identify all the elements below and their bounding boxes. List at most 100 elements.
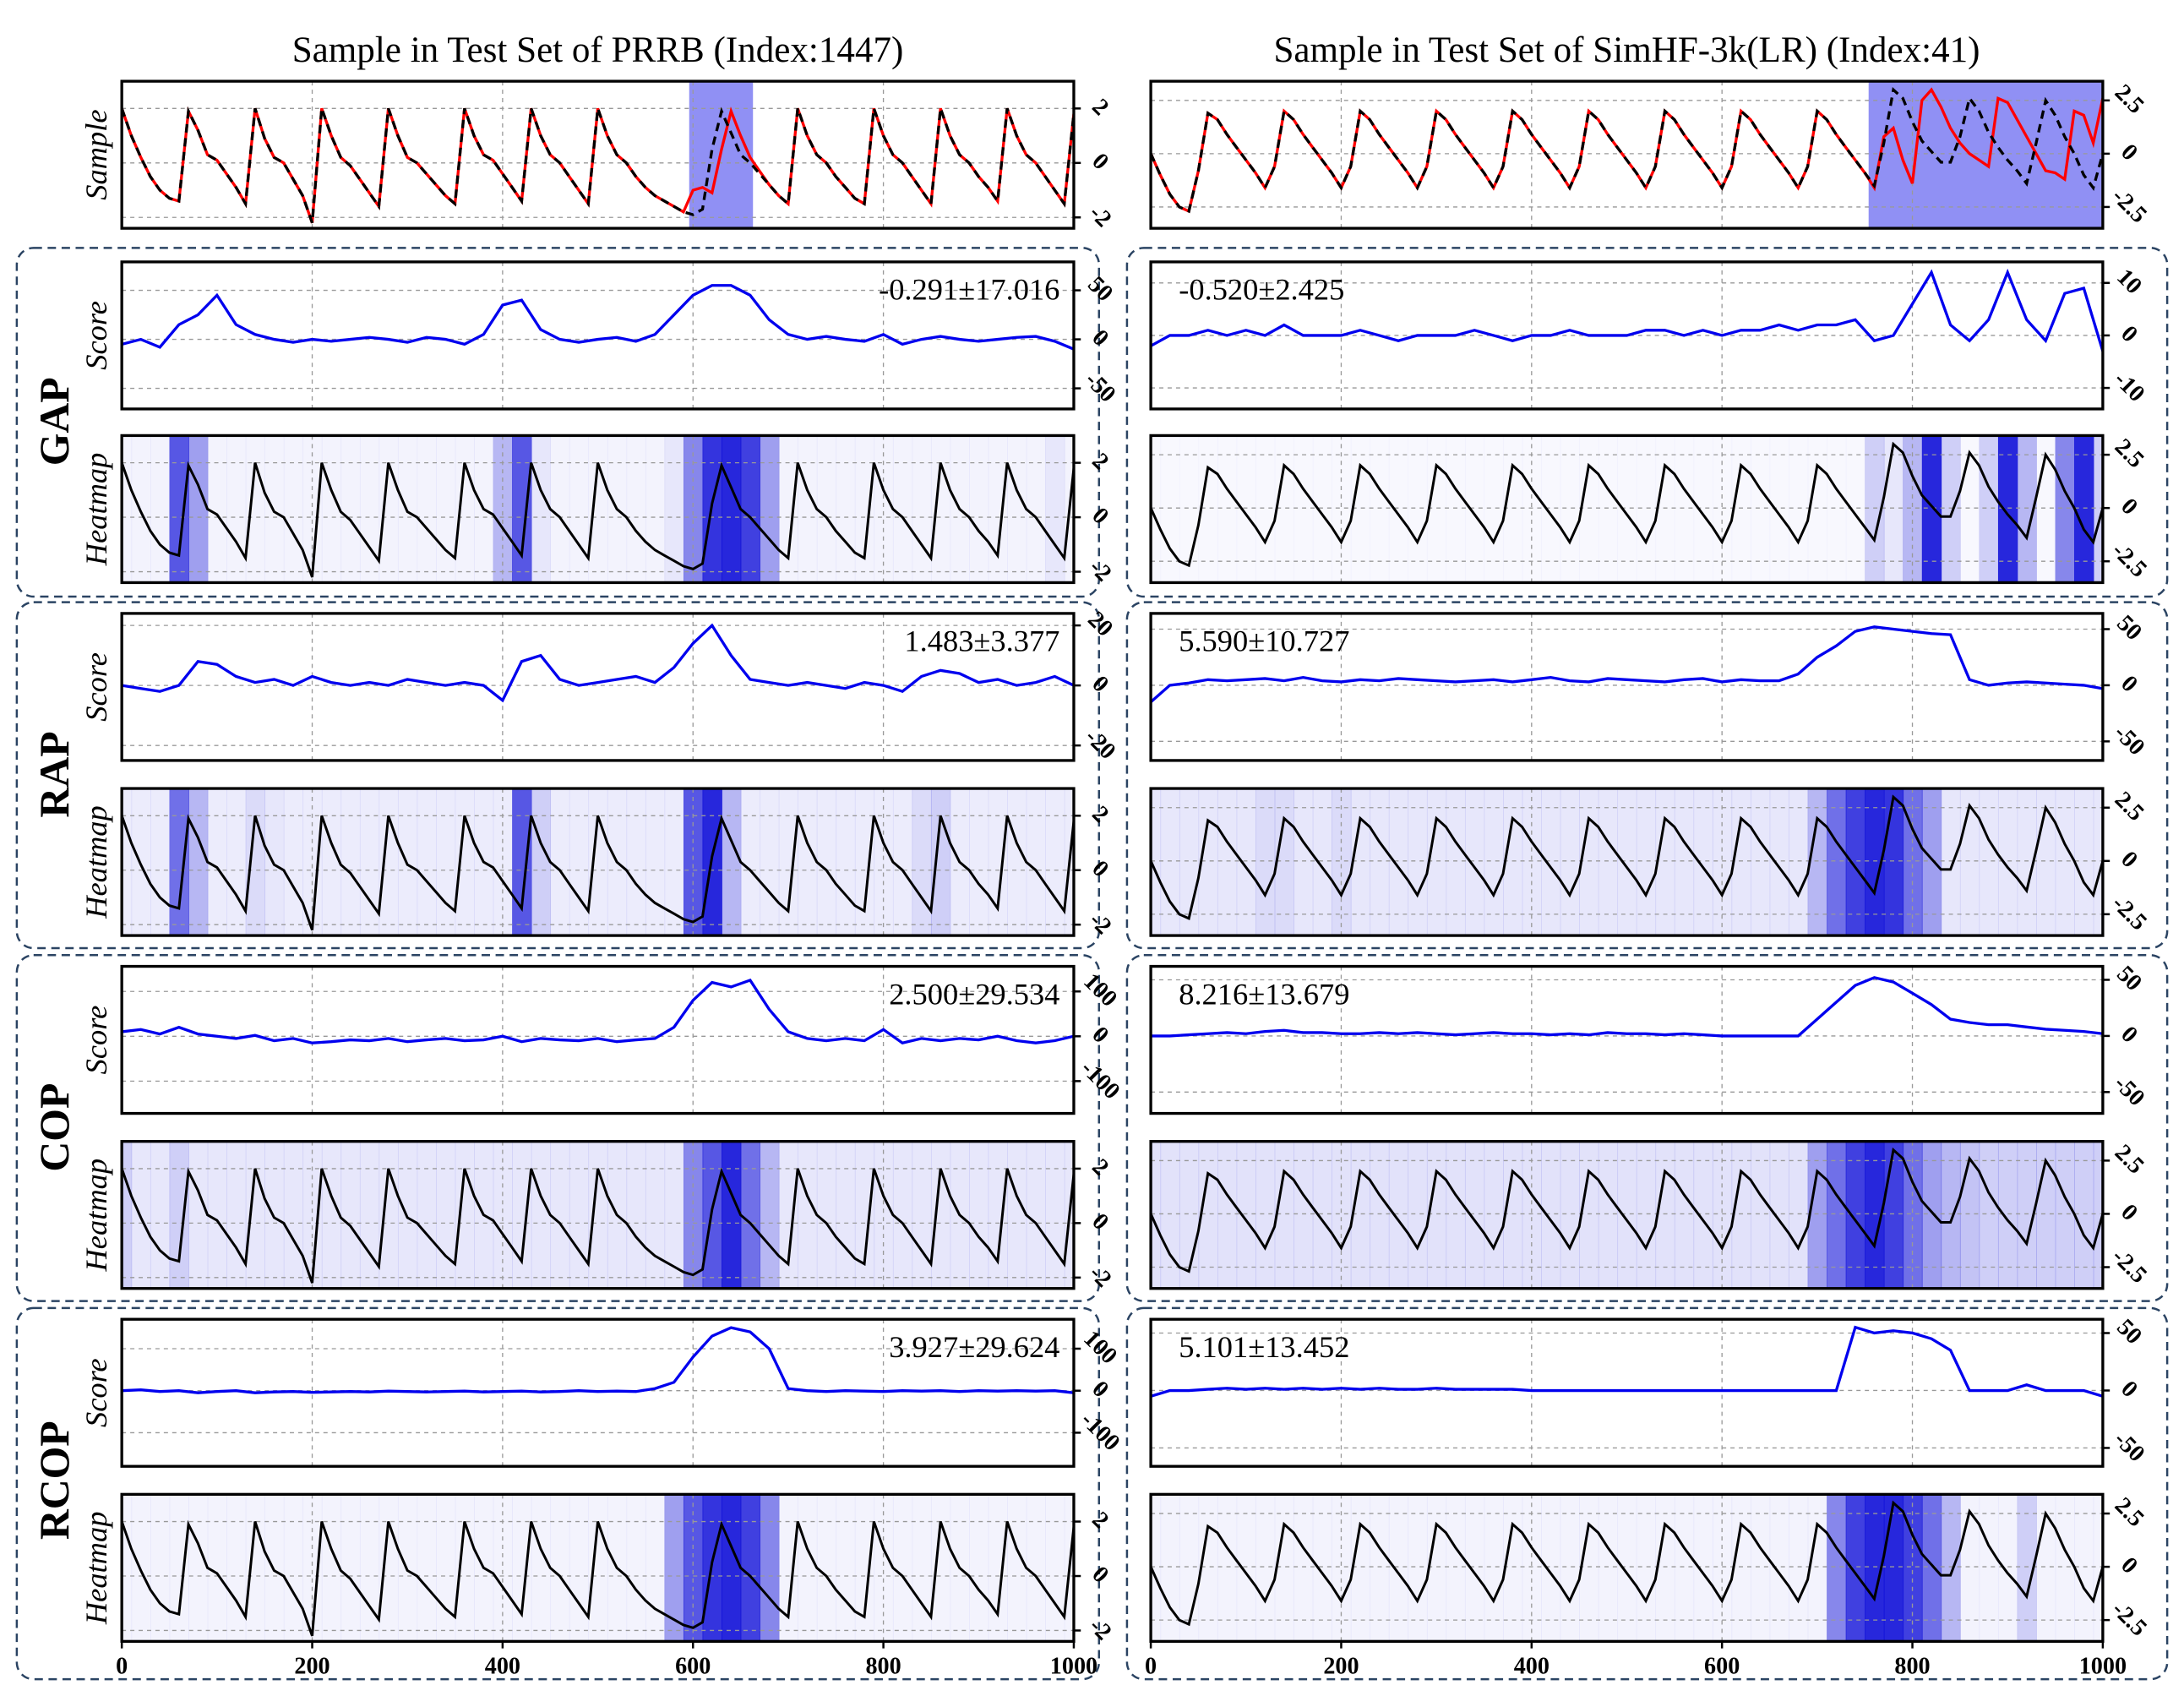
series-line	[1151, 625, 2103, 704]
heat-cell	[302, 1141, 323, 1289]
heat-cell	[1255, 788, 1276, 936]
heat-cell	[1464, 1494, 1485, 1642]
heat-cell	[397, 1141, 418, 1289]
heat-cell	[912, 1141, 932, 1289]
y-tick-label: 2.5	[2110, 79, 2149, 119]
heat-cell	[1960, 435, 1980, 582]
heat-cell	[1160, 1494, 1180, 1642]
y-axis-label: Score	[79, 301, 113, 370]
heat-cell	[1693, 435, 1713, 582]
heat-cell	[1007, 788, 1027, 936]
heat-cell	[1674, 1141, 1695, 1289]
heat-cell	[1789, 1494, 1809, 1642]
x-tick-label: 200	[1323, 1653, 1359, 1679]
annotation: 1.483±3.377	[904, 624, 1059, 658]
heat-cell	[264, 1141, 285, 1289]
heat-cell	[740, 435, 760, 583]
y-tick-label: -2.5	[2106, 1243, 2151, 1288]
heat-cell	[1997, 788, 2018, 936]
series-line	[1151, 1500, 2103, 1627]
heat-cell	[569, 1141, 590, 1289]
heat-cell	[150, 1141, 171, 1289]
heat-cell	[722, 788, 742, 936]
heat-cell	[207, 1141, 227, 1289]
panel	[122, 788, 1074, 936]
heat-cell	[2093, 435, 2103, 583]
heat-cell	[1045, 788, 1065, 936]
y-tick-label: 0	[2116, 494, 2143, 521]
heat-cell	[760, 1494, 780, 1642]
heat-cell	[1389, 435, 1408, 582]
frame	[120, 1140, 1076, 1290]
heat-cell	[1464, 1141, 1485, 1289]
y-tick-label: -100	[1076, 1407, 1125, 1456]
series-line	[122, 106, 1074, 224]
heat-cell	[1312, 788, 1333, 936]
y-tick-label: 10	[2111, 264, 2147, 299]
heat-cell	[1675, 435, 1694, 582]
heat-cell	[1921, 1494, 1942, 1642]
heat-cell	[1370, 1494, 1390, 1642]
heat-cell	[1712, 1494, 1733, 1642]
x-tick-label: 200	[294, 1653, 330, 1679]
heat-cell	[1941, 1141, 1961, 1289]
heat-cell	[1617, 435, 1637, 582]
y-tick-label: 100	[1078, 968, 1122, 1012]
y-tick-label: 2	[1087, 1507, 1114, 1534]
heat-cell	[379, 435, 399, 583]
y-tick-label: -10	[2109, 366, 2149, 406]
heat-cell	[226, 435, 247, 583]
heat-cell	[1350, 788, 1371, 936]
frame	[1149, 964, 2105, 1115]
heat-cell	[645, 788, 666, 936]
series-line	[1151, 1325, 2103, 1398]
y-tick-label: 0	[2116, 1552, 2143, 1579]
heat-cell	[1026, 435, 1046, 583]
y-tick-label: 2.5	[2110, 434, 2149, 473]
heat-cell	[1713, 435, 1732, 582]
panel	[1151, 1319, 2103, 1467]
panel	[122, 1141, 1074, 1289]
heat-cell	[1560, 435, 1580, 582]
heat-cell	[531, 435, 552, 583]
series-line	[122, 461, 1074, 578]
heat-cell	[1751, 435, 1770, 582]
heat-cell	[131, 1494, 151, 1642]
panel	[122, 1319, 1074, 1467]
heat-cell	[874, 1494, 894, 1642]
heat-cell	[645, 1494, 666, 1642]
heat-cell	[892, 1141, 913, 1289]
y-tick-label: 0	[1087, 324, 1114, 352]
series-line	[122, 106, 1074, 224]
heat-cell	[188, 1141, 209, 1289]
heat-cell	[1560, 1141, 1580, 1289]
x-tick-label: 600	[675, 1653, 711, 1679]
heat-cell	[531, 1141, 552, 1289]
y-tick-label: 50	[2111, 610, 2147, 646]
heat-cell	[512, 1141, 532, 1289]
x-tick-label: 800	[1894, 1653, 1930, 1679]
heat-cell	[778, 1494, 799, 1642]
y-axis-label: Score	[79, 1006, 113, 1075]
heat-cell	[1350, 1141, 1371, 1289]
heat-cell	[1883, 1141, 1904, 1289]
heat-cell	[1903, 788, 1923, 936]
heat-cell	[436, 788, 456, 936]
chart-title: Sample in Test Set of PRRB (Index:1447)	[292, 30, 904, 70]
heat-cell	[1617, 1141, 1637, 1289]
heat-cell	[1465, 435, 1484, 582]
panel	[1151, 966, 2103, 1114]
heat-cell	[1217, 788, 1238, 936]
heat-cell	[226, 788, 247, 936]
y-tick-label: -100	[1076, 1055, 1125, 1104]
heat-cell	[1026, 1141, 1046, 1289]
heat-cell	[1807, 1494, 1827, 1642]
y-tick-label: 2	[1087, 448, 1114, 475]
heat-cell	[1865, 788, 1885, 936]
heat-cell	[1560, 788, 1580, 936]
x-tick-label: 800	[865, 1653, 901, 1679]
heat-cell	[1865, 1141, 1885, 1289]
heat-cell	[1541, 435, 1560, 582]
